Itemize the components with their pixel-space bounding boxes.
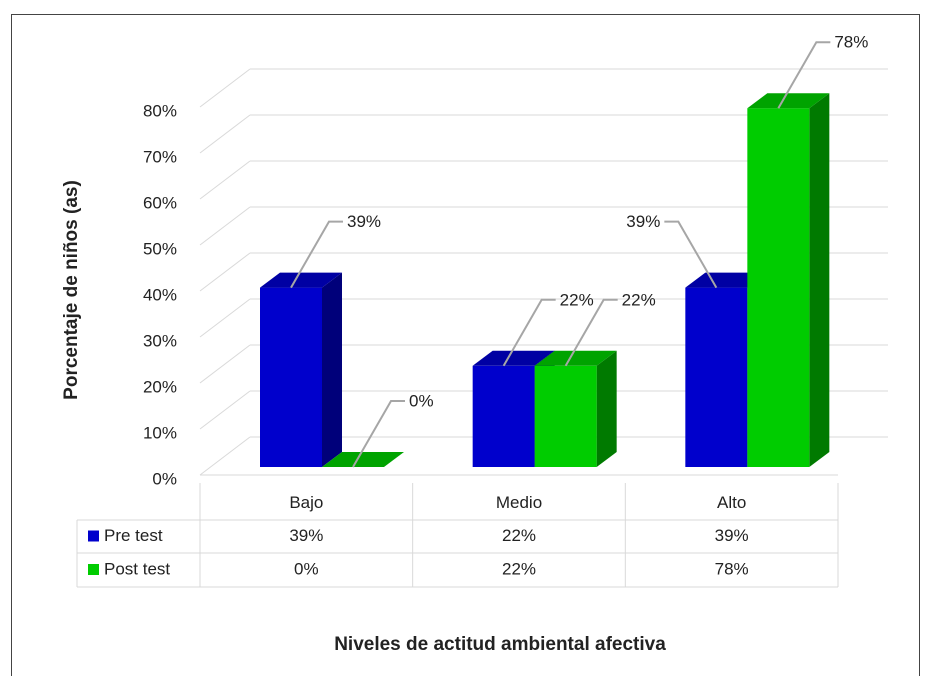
bar-top	[534, 350, 617, 366]
data-label: 39%	[347, 212, 381, 231]
legend-key	[88, 564, 99, 575]
bar-top	[260, 272, 342, 288]
legend-label: Pre test	[104, 526, 163, 545]
leader-line	[564, 298, 618, 367]
bar	[260, 287, 322, 467]
table-cell: 78%	[715, 559, 749, 578]
table-cell: 39%	[289, 526, 323, 545]
grid-line	[199, 252, 251, 292]
bar-side	[809, 93, 830, 467]
bar-top	[322, 452, 404, 467]
leader-line	[777, 41, 831, 109]
table-cell: 39%	[715, 526, 749, 545]
y-axis-label: Porcentaje de niños (as)	[61, 180, 82, 400]
grid-line	[199, 298, 251, 338]
y-tick-label: 80%	[143, 101, 177, 120]
grid-line	[199, 114, 251, 154]
frame	[11, 14, 920, 681]
y-tick-label: 40%	[143, 285, 177, 304]
x-tick-label: Medio	[496, 493, 542, 512]
grid-line	[199, 390, 251, 430]
data-label: 22%	[622, 290, 656, 309]
table-cell: 0%	[294, 559, 319, 578]
table-cell: 22%	[502, 526, 536, 545]
bar-side	[596, 350, 617, 467]
y-tick-label: 20%	[143, 377, 177, 396]
leader-line	[352, 400, 405, 468]
grid-line	[199, 436, 251, 476]
y-tick-label: 30%	[143, 331, 177, 350]
bar-top	[472, 350, 555, 366]
x-tick-label: Alto	[717, 493, 746, 512]
data-label: 0%	[409, 391, 434, 410]
grid-line	[199, 68, 251, 108]
bar	[685, 287, 748, 467]
legend-label: Post test	[104, 559, 170, 578]
x-axis-label: Niveles de actitud ambiental afectiva	[334, 634, 666, 655]
grid-line	[199, 344, 251, 384]
data-label: 78%	[834, 33, 868, 52]
leader-line	[664, 220, 718, 289]
y-tick-label: 70%	[143, 147, 177, 166]
y-tick-label: 50%	[143, 239, 177, 258]
leader-line	[290, 220, 343, 289]
x-tick-label: Bajo	[289, 493, 323, 512]
bar	[472, 365, 535, 467]
bar	[534, 365, 597, 467]
grid-line	[199, 206, 251, 246]
table-cell: 22%	[502, 559, 536, 578]
data-label: 22%	[560, 290, 594, 309]
y-tick-label: 0%	[152, 469, 177, 488]
bar	[747, 108, 810, 467]
bar-side	[322, 272, 342, 467]
grid-line	[199, 160, 251, 200]
bar-top	[747, 93, 830, 109]
data-label: 39%	[626, 212, 660, 231]
bar-top	[685, 272, 768, 288]
y-tick-label: 10%	[143, 423, 177, 442]
y-tick-label: 60%	[143, 193, 177, 212]
legend-key	[88, 530, 99, 542]
leader-line	[502, 298, 556, 367]
